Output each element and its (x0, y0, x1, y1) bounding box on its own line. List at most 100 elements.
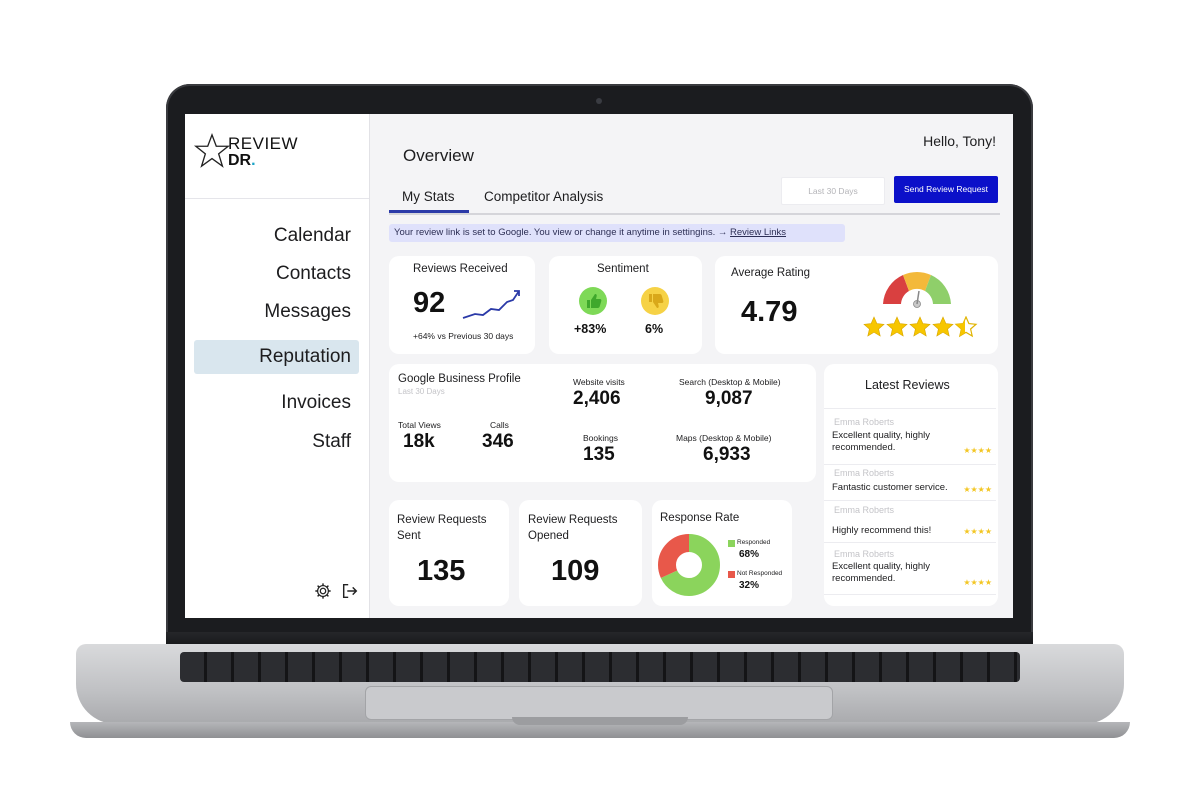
latest-reviews-card: Latest Reviews Emma Roberts Excellent qu… (824, 364, 998, 606)
requests-opened-label: Review Requests Opened (528, 514, 618, 542)
not-responded-legend-swatch (728, 571, 735, 578)
review-separator (824, 408, 996, 409)
gbp-subtitle: Last 30 Days (398, 387, 445, 396)
sidebar-divider (185, 198, 369, 199)
tab-competitor-analysis[interactable]: Competitor Analysis (484, 189, 604, 204)
review-author: Emma Roberts (834, 468, 895, 478)
donut-slice-not-responded (658, 534, 720, 596)
thumbs-up-icon (579, 287, 607, 315)
latest-reviews-title: Latest Reviews (865, 378, 950, 392)
response-rate-card: Response Rate Responded 68% Not Responde… (652, 500, 792, 606)
calls-label: Calls (490, 420, 509, 430)
average-rating-card: Average Rating 4.79 (715, 256, 998, 354)
tab-my-stats[interactable]: My Stats (402, 189, 455, 204)
bookings-value: 135 (583, 444, 615, 465)
review-separator (824, 542, 996, 543)
review-stars: ★★★★ (963, 578, 992, 587)
nav-item-calendar[interactable]: Calendar (273, 225, 351, 246)
keyboard (180, 652, 1020, 682)
review-separator (824, 464, 996, 465)
review-author: Emma Roberts (834, 549, 895, 559)
review-text: Fantastic customer service. (832, 482, 948, 493)
nav-item-staff[interactable]: Staff (312, 431, 351, 452)
review-text: Highly recommend this! (832, 525, 932, 536)
website-visits-value: 2,406 (573, 388, 621, 409)
not-responded-legend-label: Not Responded (737, 570, 783, 577)
review-stars: ★★★★ (963, 527, 992, 536)
bookings-label: Bookings (583, 433, 618, 443)
reviews-received-label: Reviews Received (413, 263, 508, 275)
gbp-title: Google Business Profile (398, 373, 521, 385)
review-separator (824, 594, 996, 595)
star-rating-icons (863, 315, 978, 338)
sentiment-card: Sentiment +83% 6% (549, 256, 702, 354)
brand-subname: DR. (228, 152, 256, 169)
nav-item-messages[interactable]: Messages (264, 301, 351, 322)
rating-gauge (883, 271, 951, 308)
trackpad (365, 686, 833, 720)
thumbs-down-icon (641, 287, 669, 315)
rating-stars (863, 315, 978, 338)
app-screen: REVIEW DR. Calendar Contacts Messages Re… (185, 114, 1013, 618)
brand-name: REVIEW (228, 134, 299, 153)
laptop-notch (512, 717, 688, 725)
response-rate-donut (658, 534, 720, 596)
greeting: Hello, Tony! (923, 133, 996, 149)
responded-legend-label: Responded (737, 539, 771, 546)
sidebar: REVIEW DR. Calendar Contacts Messages Re… (185, 114, 370, 618)
logout-icon[interactable] (341, 582, 359, 600)
tab-rule (389, 213, 1000, 215)
review-text: Excellent quality, highly recommended. (832, 561, 931, 584)
review-author: Emma Roberts (834, 417, 895, 427)
total-views-label: Total Views (398, 420, 441, 430)
nav-active-highlight (194, 340, 359, 374)
total-views-value: 18k (403, 431, 435, 452)
reviews-received-value: 92 (413, 287, 446, 319)
website-visits-label: Website visits (573, 377, 625, 387)
sentiment-negative: 6% (645, 322, 664, 336)
review-link-banner: Your review link is set to Google. You v… (389, 224, 845, 242)
review-requests-sent-card: Review Requests Sent 135 (389, 500, 509, 606)
responded-value: 68% (739, 549, 760, 560)
review-author: Emma Roberts (834, 505, 895, 515)
main-content: Overview Hello, Tony! Last 30 Days Send … (370, 114, 1013, 618)
date-range-label: Last 30 Days (808, 186, 858, 196)
sentiment-positive: +83% (574, 322, 607, 336)
search-value: 9,087 (705, 388, 753, 409)
review-links-link[interactable]: Review Links (730, 227, 786, 238)
responded-legend-swatch (728, 540, 735, 547)
review-stars: ★★★★ (963, 446, 992, 455)
nav-item-reputation[interactable]: Reputation (259, 346, 351, 367)
review-requests-opened-card: Review Requests Opened 109 (519, 500, 642, 606)
webcam (596, 98, 602, 104)
review-stars: ★★★★ (963, 485, 992, 494)
average-rating-value: 4.79 (741, 296, 798, 328)
reviews-received-card: Reviews Received 92 +64% vs Previous 30 … (389, 256, 535, 354)
review-text: Excellent quality, highly recommended. (832, 430, 931, 453)
banner-text: Your review link is set to Google. You v… (394, 227, 731, 238)
date-range-select[interactable]: Last 30 Days (781, 177, 885, 205)
review-separator (824, 500, 996, 501)
page-title: Overview (403, 146, 474, 165)
calls-value: 346 (482, 431, 514, 452)
search-label: Search (Desktop & Mobile) (679, 377, 781, 387)
gear-icon[interactable] (314, 582, 332, 600)
send-review-request-button[interactable]: Send Review Request (894, 176, 998, 203)
star-logo-icon (193, 132, 231, 168)
nav-item-invoices[interactable]: Invoices (281, 392, 351, 413)
trend-line-icon (462, 290, 520, 319)
maps-label: Maps (Desktop & Mobile) (676, 433, 772, 443)
not-responded-value: 32% (739, 580, 760, 591)
response-rate-label: Response Rate (660, 512, 740, 524)
sentiment-label: Sentiment (597, 263, 649, 275)
tab-active-underline (389, 210, 469, 213)
laptop-front-edge (70, 722, 1130, 738)
google-business-profile-card: Google Business Profile Last 30 Days Tot… (389, 364, 816, 482)
nav-item-contacts[interactable]: Contacts (276, 263, 351, 284)
reviews-received-delta: +64% vs Previous 30 days (413, 331, 514, 341)
maps-value: 6,933 (703, 444, 751, 465)
requests-sent-value: 135 (417, 555, 466, 587)
requests-opened-value: 109 (551, 555, 600, 587)
average-rating-label: Average Rating (731, 267, 811, 279)
requests-sent-label: Review Requests Sent (397, 514, 487, 542)
